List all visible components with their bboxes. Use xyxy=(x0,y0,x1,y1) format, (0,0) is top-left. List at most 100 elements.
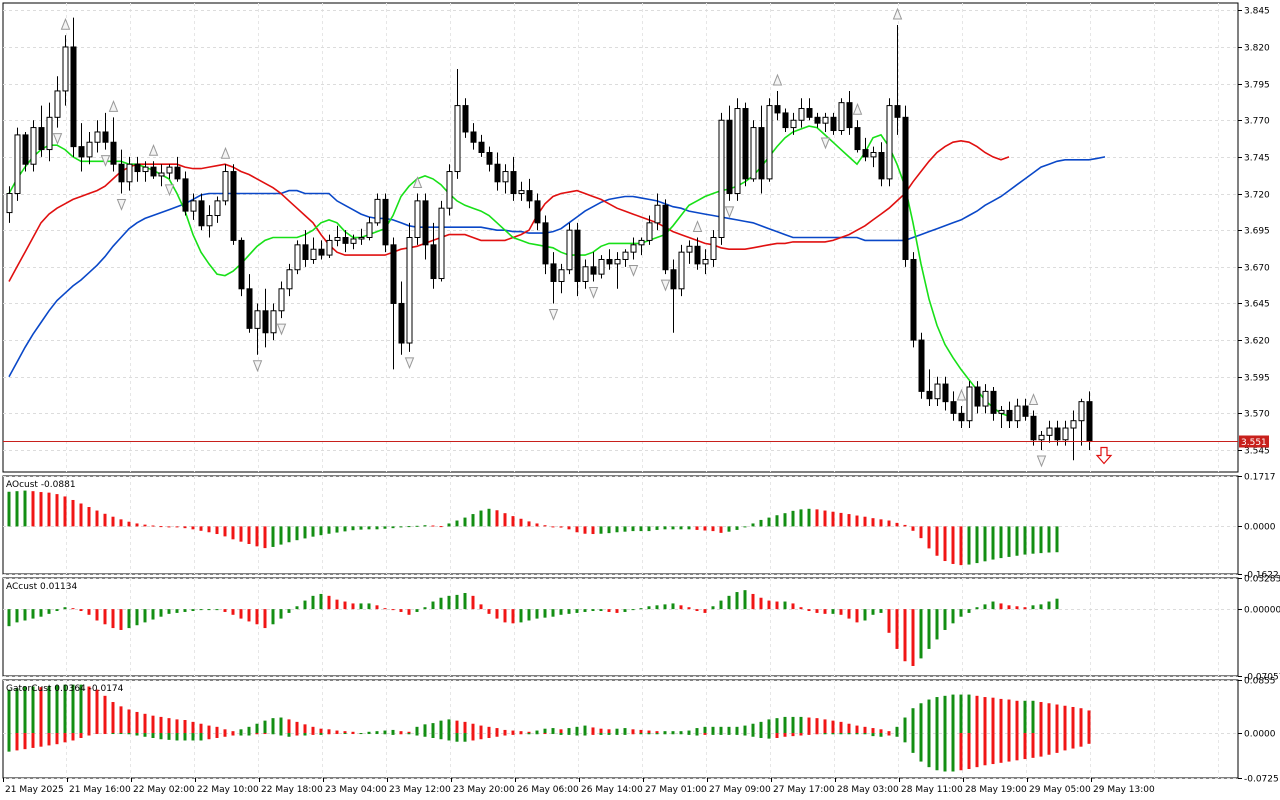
gator-upper-bar xyxy=(351,731,355,734)
ac-histogram-bar xyxy=(255,609,259,625)
candle-body xyxy=(38,127,45,151)
candle-body xyxy=(190,200,197,212)
gator-lower-bar xyxy=(511,733,515,735)
gator-upper-bar xyxy=(751,723,755,734)
ao-histogram-bar xyxy=(119,519,123,527)
gator-lower-bar xyxy=(975,733,979,768)
candle-body xyxy=(678,251,685,290)
ac-histogram-bar xyxy=(895,609,899,649)
ac-histogram-bar xyxy=(103,609,107,625)
ao-histogram-bar xyxy=(287,526,291,543)
ao-tick-label: -0.1622 xyxy=(1244,571,1279,581)
ac-histogram-bar xyxy=(575,609,579,613)
ac-histogram-bar xyxy=(119,609,123,630)
candle-body xyxy=(630,244,637,253)
gator-lower-bar xyxy=(415,733,419,736)
ac-histogram-bar xyxy=(975,607,979,610)
candle-body xyxy=(78,146,85,158)
time-tick-label: 23 May 12:00 xyxy=(389,785,451,795)
candle-body xyxy=(1046,427,1053,436)
gator-lower-bar xyxy=(663,733,667,735)
ac-histogram-bar xyxy=(607,609,611,612)
ao-frame xyxy=(2,475,1239,575)
gator-upper-bar xyxy=(495,728,499,734)
ao-histogram-bar xyxy=(639,526,643,532)
gator-upper-bar xyxy=(959,694,963,734)
price-tick-label: 3.545 xyxy=(1244,447,1270,457)
ao-histogram-bar xyxy=(1047,526,1051,553)
candle-body xyxy=(46,116,53,151)
ao-label: AOcust -0.0881 xyxy=(6,480,76,490)
candle-body xyxy=(294,244,301,271)
gator-upper-bar xyxy=(439,720,443,734)
candle-body xyxy=(550,263,557,282)
ao-histogram-bar xyxy=(135,523,139,527)
ao-histogram-bar xyxy=(927,526,931,549)
gator-upper-bar xyxy=(599,728,603,734)
candle-body xyxy=(878,151,885,180)
gator-lower-bar xyxy=(1055,733,1059,753)
ao-histogram-bar xyxy=(511,516,515,527)
gator-upper-bar xyxy=(951,694,955,734)
gator-upper-bar xyxy=(647,730,651,734)
ao-histogram-bar xyxy=(215,526,219,535)
gator-upper-bar xyxy=(503,729,507,734)
gator-lower-bar xyxy=(583,733,587,736)
gator-upper-bar xyxy=(447,719,451,734)
gator-upper-bar xyxy=(1047,703,1051,734)
gator-upper-bar xyxy=(95,689,99,734)
price-tick-label: 3.645 xyxy=(1244,300,1270,310)
gator-lower-bar xyxy=(823,733,827,735)
ac-histogram-bar xyxy=(247,609,251,622)
candle-body xyxy=(694,245,701,265)
ac-histogram-bar xyxy=(1039,604,1043,610)
ao-histogram-bar xyxy=(359,526,363,530)
ac-histogram-bar xyxy=(1047,601,1051,610)
ao-histogram-bar xyxy=(551,526,555,528)
ac-histogram-bar xyxy=(551,609,555,617)
gator-upper-bar xyxy=(319,728,323,734)
gator-lower-bar xyxy=(383,733,387,735)
gator-upper-bar xyxy=(767,719,771,734)
ac-histogram-bar xyxy=(527,609,531,621)
gator-upper-bar xyxy=(399,731,403,734)
gator-lower-bar xyxy=(951,733,955,772)
gator-lower-bar xyxy=(95,733,99,735)
gator-lower-bar xyxy=(103,733,107,735)
ac-histogram-bar xyxy=(191,609,195,612)
ao-indicator-panel: 0.1717 0.0000 -0.1622 AOcust -0.0881 xyxy=(2,473,1279,581)
gator-lower-bar xyxy=(687,733,691,735)
time-tick-label: 28 May 03:00 xyxy=(837,785,899,795)
ac-histogram-bar xyxy=(47,609,51,614)
fractal-down-marker xyxy=(820,137,831,150)
gator-upper-bar xyxy=(103,695,107,734)
candle-body xyxy=(766,105,773,180)
ao-histogram-bar xyxy=(495,510,499,527)
ao-histogram-bar xyxy=(87,507,91,527)
gator-lower-bar xyxy=(47,733,51,746)
gator-upper-bar xyxy=(719,726,723,734)
gator-upper-bar xyxy=(287,719,291,734)
gator-lower-bar xyxy=(327,733,331,735)
price-tick-label: 3.620 xyxy=(1244,337,1270,347)
gator-lower-bar xyxy=(199,733,203,741)
gator-lower-bar xyxy=(31,733,35,748)
gator-upper-bar xyxy=(71,684,75,734)
price-tick-label: 3.595 xyxy=(1244,374,1270,384)
ao-histogram-bar xyxy=(735,526,739,530)
candle-body xyxy=(846,102,853,129)
ac-histogram-bar xyxy=(495,609,499,619)
candle-body xyxy=(214,200,221,217)
gator-lower-bar xyxy=(271,733,275,735)
gator-upper-bar xyxy=(591,727,595,734)
gator-lower-bar xyxy=(759,733,763,738)
gator-lower-bar xyxy=(207,733,211,740)
ac-histogram-bar xyxy=(311,595,315,610)
ao-histogram-bar xyxy=(343,526,347,532)
gator-lower-bar xyxy=(527,733,531,735)
price-tick-label: 3.845 xyxy=(1244,7,1270,17)
candle-body xyxy=(54,90,61,118)
ac-histogram-bar xyxy=(695,609,699,612)
candle-body xyxy=(830,116,837,132)
ao-histogram-bar xyxy=(455,520,459,527)
